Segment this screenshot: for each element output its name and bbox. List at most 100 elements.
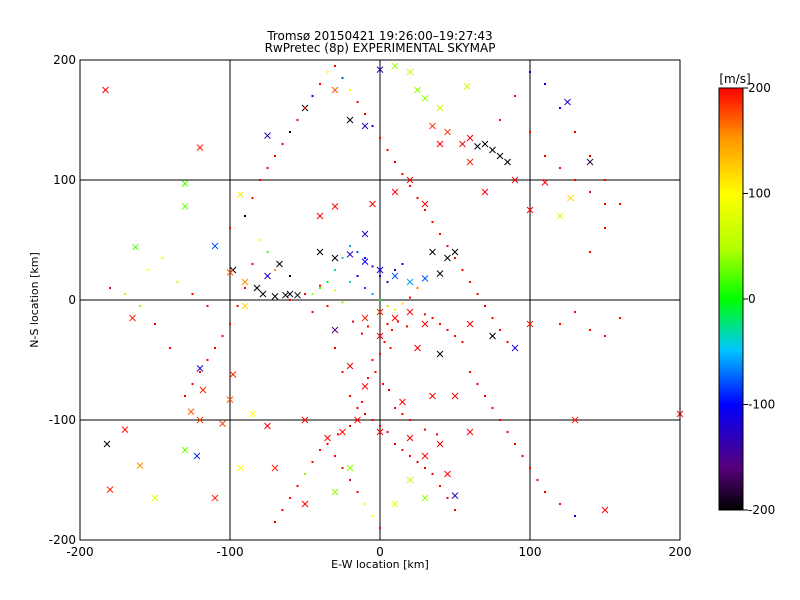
- data-point-x: [241, 278, 249, 286]
- data-point-dot: [356, 491, 359, 493]
- data-point-dot: [161, 257, 164, 259]
- data-point-x: [601, 506, 609, 514]
- data-point-x: [414, 86, 421, 94]
- data-point-dot: [476, 383, 479, 385]
- data-point-dot: [319, 287, 321, 289]
- data-point-dot: [379, 527, 381, 529]
- data-point-dot: [176, 281, 179, 283]
- data-point-dot: [604, 179, 606, 181]
- data-point-dot: [499, 329, 501, 331]
- data-point-dot: [341, 301, 344, 304]
- data-point-x: [103, 440, 111, 448]
- data-point-dot: [361, 332, 363, 335]
- data-point-dot: [436, 433, 438, 436]
- data-point-dot: [341, 257, 344, 259]
- data-point-x: [259, 290, 267, 298]
- chart-title: Tromsø 20150421 19:26:00–19:27:43: [267, 29, 493, 43]
- data-point-dot: [311, 311, 314, 313]
- data-point-dot: [446, 329, 449, 331]
- data-point-x: [489, 146, 496, 154]
- data-point-dot: [544, 83, 546, 85]
- data-point-dot: [154, 323, 156, 325]
- data-point-dot: [259, 179, 261, 181]
- data-point-dot: [367, 325, 369, 328]
- data-point-dot: [484, 395, 486, 397]
- data-point-x: [361, 383, 369, 390]
- data-point-dot: [361, 401, 363, 403]
- data-point-dot: [491, 407, 494, 409]
- data-point-dot: [431, 317, 434, 319]
- data-point-x: [136, 462, 144, 469]
- data-point-dot: [379, 275, 381, 277]
- data-point-dot: [559, 167, 561, 169]
- data-point-x: [399, 398, 406, 406]
- data-point-x: [282, 291, 289, 299]
- data-point-dot: [446, 245, 449, 247]
- data-point-dot: [139, 305, 141, 307]
- data-point-dot: [409, 296, 411, 299]
- data-point-dot: [461, 341, 464, 343]
- data-point-dot: [389, 347, 392, 349]
- data-point-dot: [259, 239, 261, 241]
- data-point-dot: [574, 179, 576, 181]
- data-point-x: [196, 416, 204, 424]
- data-point-dot: [386, 323, 389, 325]
- colorbar: [718, 87, 744, 511]
- data-point-dot: [409, 185, 411, 187]
- data-point-x: [444, 254, 451, 262]
- data-point-dot: [589, 329, 591, 331]
- data-point-x: [196, 365, 204, 372]
- colorbar-tick-label: -100: [748, 398, 775, 412]
- data-point-x: [436, 140, 444, 148]
- data-point-x: [406, 176, 414, 184]
- data-point-dot: [169, 347, 171, 349]
- data-point-dot: [349, 89, 351, 91]
- grid-lines: [80, 60, 680, 540]
- data-point-x: [421, 452, 429, 460]
- data-point-dot: [326, 305, 329, 307]
- data-point-x: [429, 392, 436, 400]
- data-point-x: [564, 98, 571, 106]
- data-point-x: [324, 434, 331, 442]
- data-point-x: [406, 308, 414, 316]
- data-point-dot: [544, 491, 546, 493]
- data-point-x: [541, 179, 549, 186]
- data-point-dot: [206, 305, 209, 307]
- data-point-x: [331, 203, 339, 210]
- data-point-x: [339, 428, 346, 436]
- data-point-dot: [274, 155, 276, 157]
- data-point-dot: [491, 317, 494, 319]
- data-point-x: [331, 488, 339, 496]
- data-point-x: [421, 200, 429, 208]
- data-point-dot: [266, 251, 269, 253]
- data-point-dot: [604, 203, 606, 205]
- data-point-dot: [244, 287, 246, 289]
- data-point-x: [331, 86, 339, 94]
- data-point-dot: [529, 71, 531, 73]
- data-point-x: [253, 284, 261, 292]
- data-point-x: [301, 500, 309, 508]
- data-point-dot: [529, 467, 531, 469]
- data-point-dot: [574, 515, 576, 517]
- data-point-dot: [439, 485, 441, 487]
- data-point-dot: [394, 308, 396, 311]
- data-point-dot: [311, 461, 314, 463]
- y-tick-label: -200: [49, 533, 76, 547]
- data-point-dot: [311, 95, 314, 97]
- data-point-dot: [184, 395, 186, 397]
- data-point-x: [249, 410, 256, 418]
- data-point-dot: [289, 275, 291, 277]
- data-point-x: [286, 290, 294, 298]
- data-point-dot: [514, 443, 516, 445]
- data-point-dot: [521, 455, 524, 457]
- data-point-dot: [439, 323, 441, 325]
- data-point-dot: [109, 287, 111, 289]
- data-point-x: [376, 66, 384, 73]
- data-point-dot: [349, 395, 351, 397]
- data-point-x: [436, 350, 444, 358]
- data-point-dot: [296, 119, 299, 121]
- data-point-x: [406, 68, 414, 76]
- data-point-dot: [124, 293, 126, 295]
- data-point-dot: [416, 197, 419, 199]
- data-point-dot: [401, 263, 404, 265]
